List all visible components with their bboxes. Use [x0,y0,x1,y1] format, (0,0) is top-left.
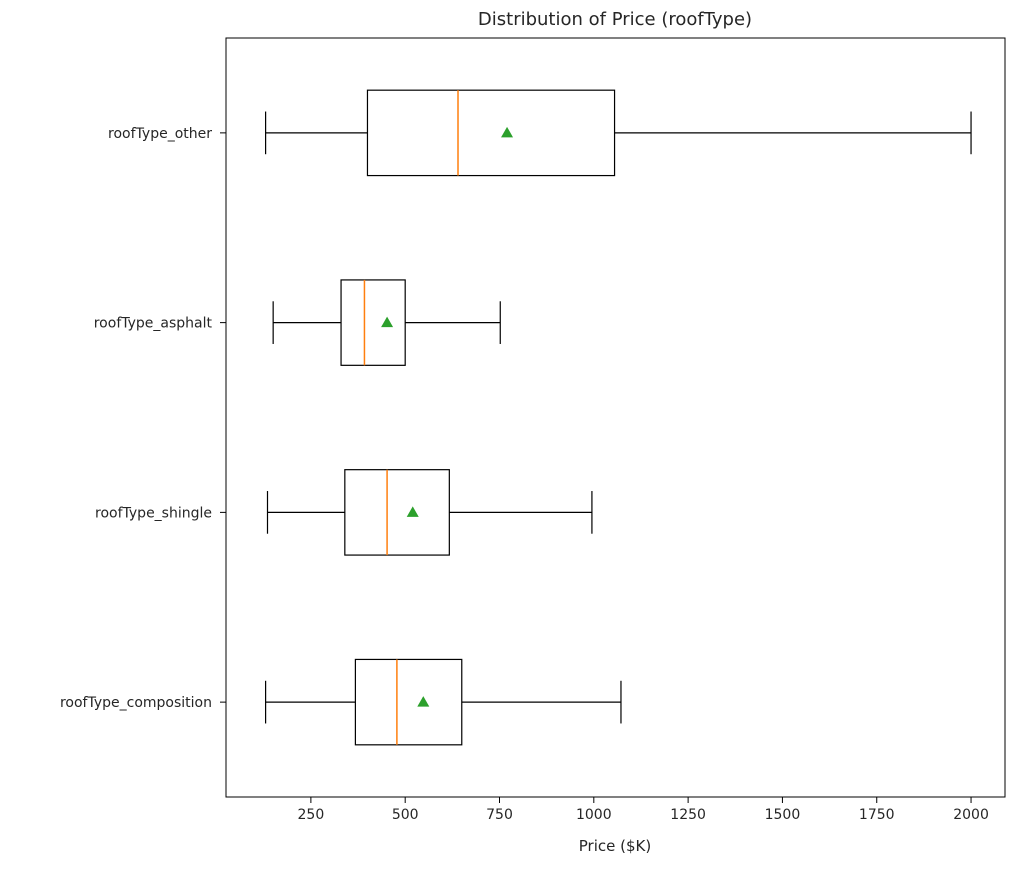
mean-marker [406,506,419,517]
y-tick-label: roofType_shingle [95,505,212,521]
x-tick-label: 750 [486,807,513,823]
box-roofType_shingle [266,469,593,556]
iqr-box [340,279,406,366]
mean-marker [501,126,514,138]
box-series [265,89,972,746]
x-axis-label: Price ($K) [579,837,651,855]
x-tick-label: 1000 [576,807,612,823]
box-roofType_composition [265,658,622,746]
x-tick-label: 250 [298,807,325,823]
iqr-box [344,469,450,556]
plot-area [225,37,1006,798]
y-tick-label: roofType_asphalt [94,316,213,332]
y-axis-ticks: roofType_other roofType_asphalt roofType_s… [60,126,226,711]
box-roofType_other [265,89,972,177]
x-tick-label: 1250 [670,807,706,823]
x-tick-label: 1750 [859,807,895,823]
iqr-box [354,658,463,746]
box-roofType_asphalt [272,279,501,366]
mean-marker [381,316,394,328]
chart-title: Distribution of Price (roofType) [478,9,752,30]
mean-marker [417,696,430,707]
y-tick-label: roofType_other [108,126,212,142]
x-tick-label: 1500 [765,807,801,823]
iqr-box [366,89,616,177]
x-tick-label: 2000 [953,807,989,823]
x-axis-ticks: 250 500 750 1000 1250 1500 1750 2000 [298,797,989,823]
y-tick-label: roofType_composition [60,695,212,711]
x-tick-label: 500 [392,807,419,823]
